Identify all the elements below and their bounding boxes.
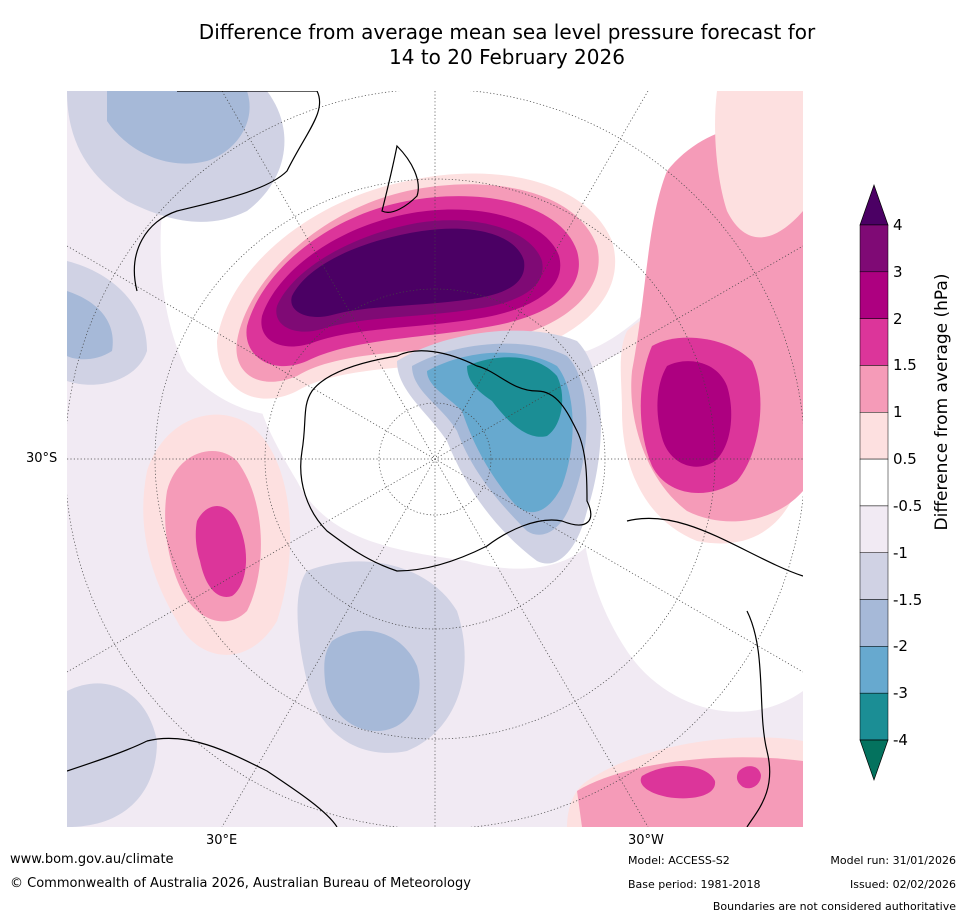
colorbar-tick-label: 2 xyxy=(893,309,903,328)
colorbar-segment xyxy=(859,646,889,694)
colorbar-tick-label: -4 xyxy=(893,731,908,749)
latitude-label-30s: 30°S xyxy=(26,451,58,466)
colorbar-segment xyxy=(859,224,889,273)
footer-disclaimer: Boundaries are not considered authoritat… xyxy=(712,900,956,913)
positive-anomaly-southeast-3 xyxy=(736,766,761,789)
antarctica-coast xyxy=(300,350,592,572)
anomaly-map xyxy=(67,91,803,827)
colorbar-extend-top xyxy=(859,183,889,226)
colorbar-segment xyxy=(859,599,889,647)
colorbar-tick-label: 1.5 xyxy=(893,356,917,375)
colorbar-tick-label: -1 xyxy=(893,543,908,562)
coastlines xyxy=(67,91,803,827)
colorbar-segment xyxy=(859,505,889,553)
colorbar-tick-label: 1 xyxy=(893,403,903,422)
colorbar-segment xyxy=(859,271,889,319)
negative-anomaly-weddell-3 xyxy=(467,357,563,437)
colorbar-tick-label: -1.5 xyxy=(893,590,923,609)
negative-anomaly-south-1 xyxy=(324,630,420,731)
positive-anomaly-indian-inner xyxy=(195,506,247,597)
footer-model-run: Model run: 31/01/2026 xyxy=(830,854,956,867)
footer-copyright: © Commonwealth of Australia 2026, Austra… xyxy=(10,876,471,891)
longitude-label-30w: 30°W xyxy=(628,833,664,848)
colorbar xyxy=(850,180,960,790)
chart-title: Difference from average mean sea level p… xyxy=(0,20,965,70)
colorbar-tick-label: 3 xyxy=(893,262,903,281)
colorbar-extend-bottom xyxy=(859,739,889,782)
colorbar-tick-label: -0.5 xyxy=(893,496,923,515)
positive-anomaly-atlantic-top xyxy=(715,91,803,238)
footer-model: Model: ACCESS-S2 xyxy=(628,854,730,867)
positive-anomaly-southeast-2 xyxy=(640,765,716,799)
positive-anomaly-nz-core xyxy=(291,228,525,317)
new-zealand-coast xyxy=(381,144,419,213)
south-america-coast xyxy=(626,517,803,827)
title-line-2: 14 to 20 February 2026 xyxy=(389,45,625,69)
colorbar-segment xyxy=(859,692,889,741)
colorbar-segment xyxy=(859,552,889,600)
negative-anomaly-west-inner xyxy=(67,291,113,360)
longitude-label-30e: 30°E xyxy=(206,833,238,848)
colorbar-graphic xyxy=(859,183,889,782)
colorbar-tick-label: 4 xyxy=(893,216,903,234)
footer-base-period: Base period: 1981-2018 xyxy=(628,878,761,891)
negative-anomaly-nw-inner xyxy=(107,91,250,164)
footer-issued: Issued: 02/02/2026 xyxy=(849,878,956,891)
colorbar-tick-label: 0.5 xyxy=(893,450,917,469)
positive-anomaly-atlantic-3 xyxy=(657,361,732,467)
australia-coast xyxy=(133,91,321,292)
africa-coast xyxy=(67,737,338,827)
colorbar-segment xyxy=(859,412,889,460)
footer-url[interactable]: www.bom.gov.au/climate xyxy=(10,852,174,867)
graticule xyxy=(67,91,803,827)
title-line-1: Difference from average mean sea level p… xyxy=(198,20,816,44)
colorbar-segment xyxy=(859,458,889,507)
colorbar-tick-label: -3 xyxy=(893,684,908,703)
colorbar-segment xyxy=(859,365,889,413)
colorbar-tick-label: -2 xyxy=(893,637,908,656)
colorbar-title: Difference from average (hPa) xyxy=(932,273,952,531)
colorbar-segment xyxy=(859,318,889,366)
